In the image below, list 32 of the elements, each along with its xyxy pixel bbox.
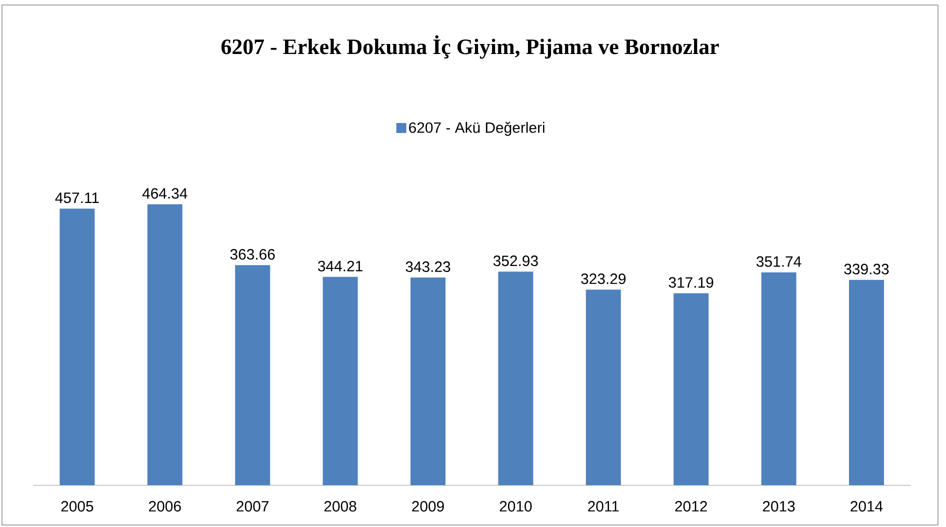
x-tick-label: 2009 [412, 501, 444, 512]
bar [761, 272, 796, 486]
data-label: 339.33 [844, 264, 889, 274]
bar [60, 208, 95, 486]
bar [586, 290, 621, 486]
data-label: 343.23 [406, 261, 450, 272]
bar [848, 280, 884, 486]
data-label: 363.66 [230, 249, 275, 260]
data-label: 352.93 [493, 256, 538, 266]
legend-label: 6207 - Akü Değerleri [409, 122, 544, 136]
data-label: 464.34 [142, 188, 188, 199]
data-label: 344.21 [318, 260, 362, 272]
bar [674, 293, 709, 486]
bar [235, 265, 270, 486]
data-label: 457.11 [55, 192, 99, 204]
bar [147, 204, 182, 486]
chart-title: 6207 - Erkek Dokuma İç Giyim, Pijama ve Bornozlar [221, 35, 719, 59]
x-tick-label: 2005 [61, 501, 94, 512]
x-tick-label: 2010 [500, 501, 532, 512]
x-tick-label: 2013 [762, 501, 795, 512]
bar [410, 278, 446, 486]
x-tick-label: 2007 [236, 501, 268, 512]
x-tick-label: 2006 [149, 501, 181, 512]
x-tick-label: 2014 [850, 501, 883, 512]
bar [322, 276, 358, 486]
x-tick-label: 2008 [324, 501, 356, 512]
x-tick-label: 2012 [675, 501, 707, 512]
data-label: 351.74 [756, 256, 802, 267]
x-tick-label: 2011 [588, 501, 619, 512]
bar [498, 272, 534, 486]
data-label: 323.29 [581, 273, 626, 284]
data-label: 317.19 [668, 277, 714, 288]
